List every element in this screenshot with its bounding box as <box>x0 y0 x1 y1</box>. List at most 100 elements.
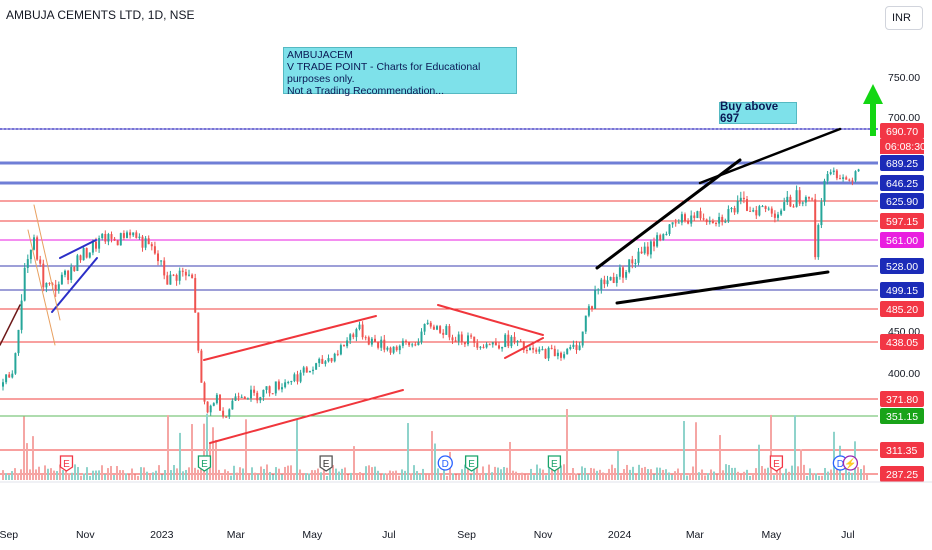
volume-bar <box>50 468 52 480</box>
volume-bar <box>185 469 187 480</box>
candle-body <box>268 386 271 394</box>
volume-bar <box>641 467 643 480</box>
volume-bar <box>194 467 196 480</box>
volume-bar <box>155 470 157 480</box>
volume-bar <box>179 432 181 480</box>
candle-body <box>767 208 770 210</box>
volume-bar <box>476 464 478 480</box>
candle-body <box>253 389 256 393</box>
x-tick-label: Sep <box>0 529 18 541</box>
candle-body <box>724 221 727 223</box>
candle-body <box>64 270 66 275</box>
candles <box>2 167 860 419</box>
candle-body <box>448 326 451 338</box>
volume-bar <box>827 471 829 480</box>
volume-bar <box>551 467 553 480</box>
volume-bar <box>833 431 835 480</box>
candle-body <box>736 201 739 213</box>
candle-body <box>82 248 85 261</box>
candle-body <box>423 323 426 332</box>
volume-bar <box>671 474 673 480</box>
candle-body <box>352 334 355 338</box>
volume-bar <box>557 465 559 480</box>
candle-body <box>135 232 138 238</box>
volume-bar <box>254 472 256 480</box>
volume-bar <box>692 466 694 480</box>
volume-bar <box>419 473 421 480</box>
candle-body <box>553 348 556 357</box>
price-tag-label: 690.70 <box>886 126 918 138</box>
volume-bar <box>587 474 589 480</box>
candle-body <box>560 352 562 358</box>
volume-bar <box>824 467 826 480</box>
candle-body <box>749 210 752 212</box>
y-tick-label: 750.00 <box>888 72 920 84</box>
buy-callout: Buy above 697 <box>719 101 797 125</box>
volume-bar <box>548 468 550 480</box>
volume-bar <box>272 474 274 480</box>
candle-body <box>287 382 290 384</box>
volume-bar <box>458 474 460 480</box>
volume-bar <box>182 471 184 480</box>
candle-body <box>259 397 262 401</box>
volume-bar <box>167 415 169 480</box>
event-marker-dividend: D <box>437 455 453 471</box>
volume-bar <box>647 469 649 480</box>
volume-bar <box>44 465 46 480</box>
volume-bar <box>545 475 547 480</box>
volume-bar <box>524 474 526 480</box>
candle-body <box>175 274 178 281</box>
candle-body <box>773 213 776 218</box>
volume-bar <box>614 468 616 480</box>
volume-bar <box>581 466 583 480</box>
candle-body <box>581 331 584 346</box>
candle-body <box>522 341 525 351</box>
candle-body <box>764 206 767 209</box>
price-tag <box>880 408 924 424</box>
candle-body <box>470 335 473 337</box>
volume-bar <box>836 469 838 480</box>
candle-body <box>479 346 482 348</box>
volume-bar <box>311 470 313 480</box>
volume-bar <box>620 475 622 480</box>
currency-selector[interactable]: INR <box>885 6 923 30</box>
price-tag-label: 561.00 <box>886 235 918 247</box>
volume-bar <box>200 464 202 480</box>
note-line: AMBUJACEM <box>287 49 353 61</box>
candle-body <box>48 282 51 284</box>
volume-bar <box>35 469 37 480</box>
volume-bar <box>401 469 403 480</box>
event-marker-letter: E <box>201 459 208 470</box>
candle-body <box>854 171 857 181</box>
volume-bar <box>701 469 703 480</box>
candle-body <box>519 340 522 342</box>
candle-body <box>662 234 665 241</box>
candle-body <box>29 249 32 260</box>
volume-bar <box>83 473 85 480</box>
volume-bar <box>638 464 640 480</box>
volume-bar <box>743 471 745 480</box>
price-tag-label: 371.80 <box>886 394 918 406</box>
volume-bar <box>515 471 517 480</box>
candle-body <box>535 349 538 352</box>
candle-body <box>327 358 330 362</box>
candle-body <box>237 396 240 398</box>
volume-bar <box>149 475 151 480</box>
volume-bar <box>764 468 766 480</box>
event-marker-earnings-green: E <box>197 455 212 472</box>
price-tag-label: 646.25 <box>886 178 918 190</box>
volume-bar <box>341 468 343 480</box>
volume-bar <box>335 468 337 480</box>
candle-body <box>277 381 280 390</box>
volume-bar <box>317 468 319 480</box>
candle-body <box>677 222 680 224</box>
volume-bar <box>779 466 781 480</box>
candle-body <box>339 345 342 355</box>
volume-bar <box>584 467 586 480</box>
note-line: Not a Trading Recommendation... <box>287 85 444 97</box>
volume-bar <box>203 423 205 480</box>
candle-body <box>181 270 184 272</box>
candle-body <box>711 221 714 224</box>
volume-bar <box>635 474 637 480</box>
candle-body <box>290 381 293 383</box>
